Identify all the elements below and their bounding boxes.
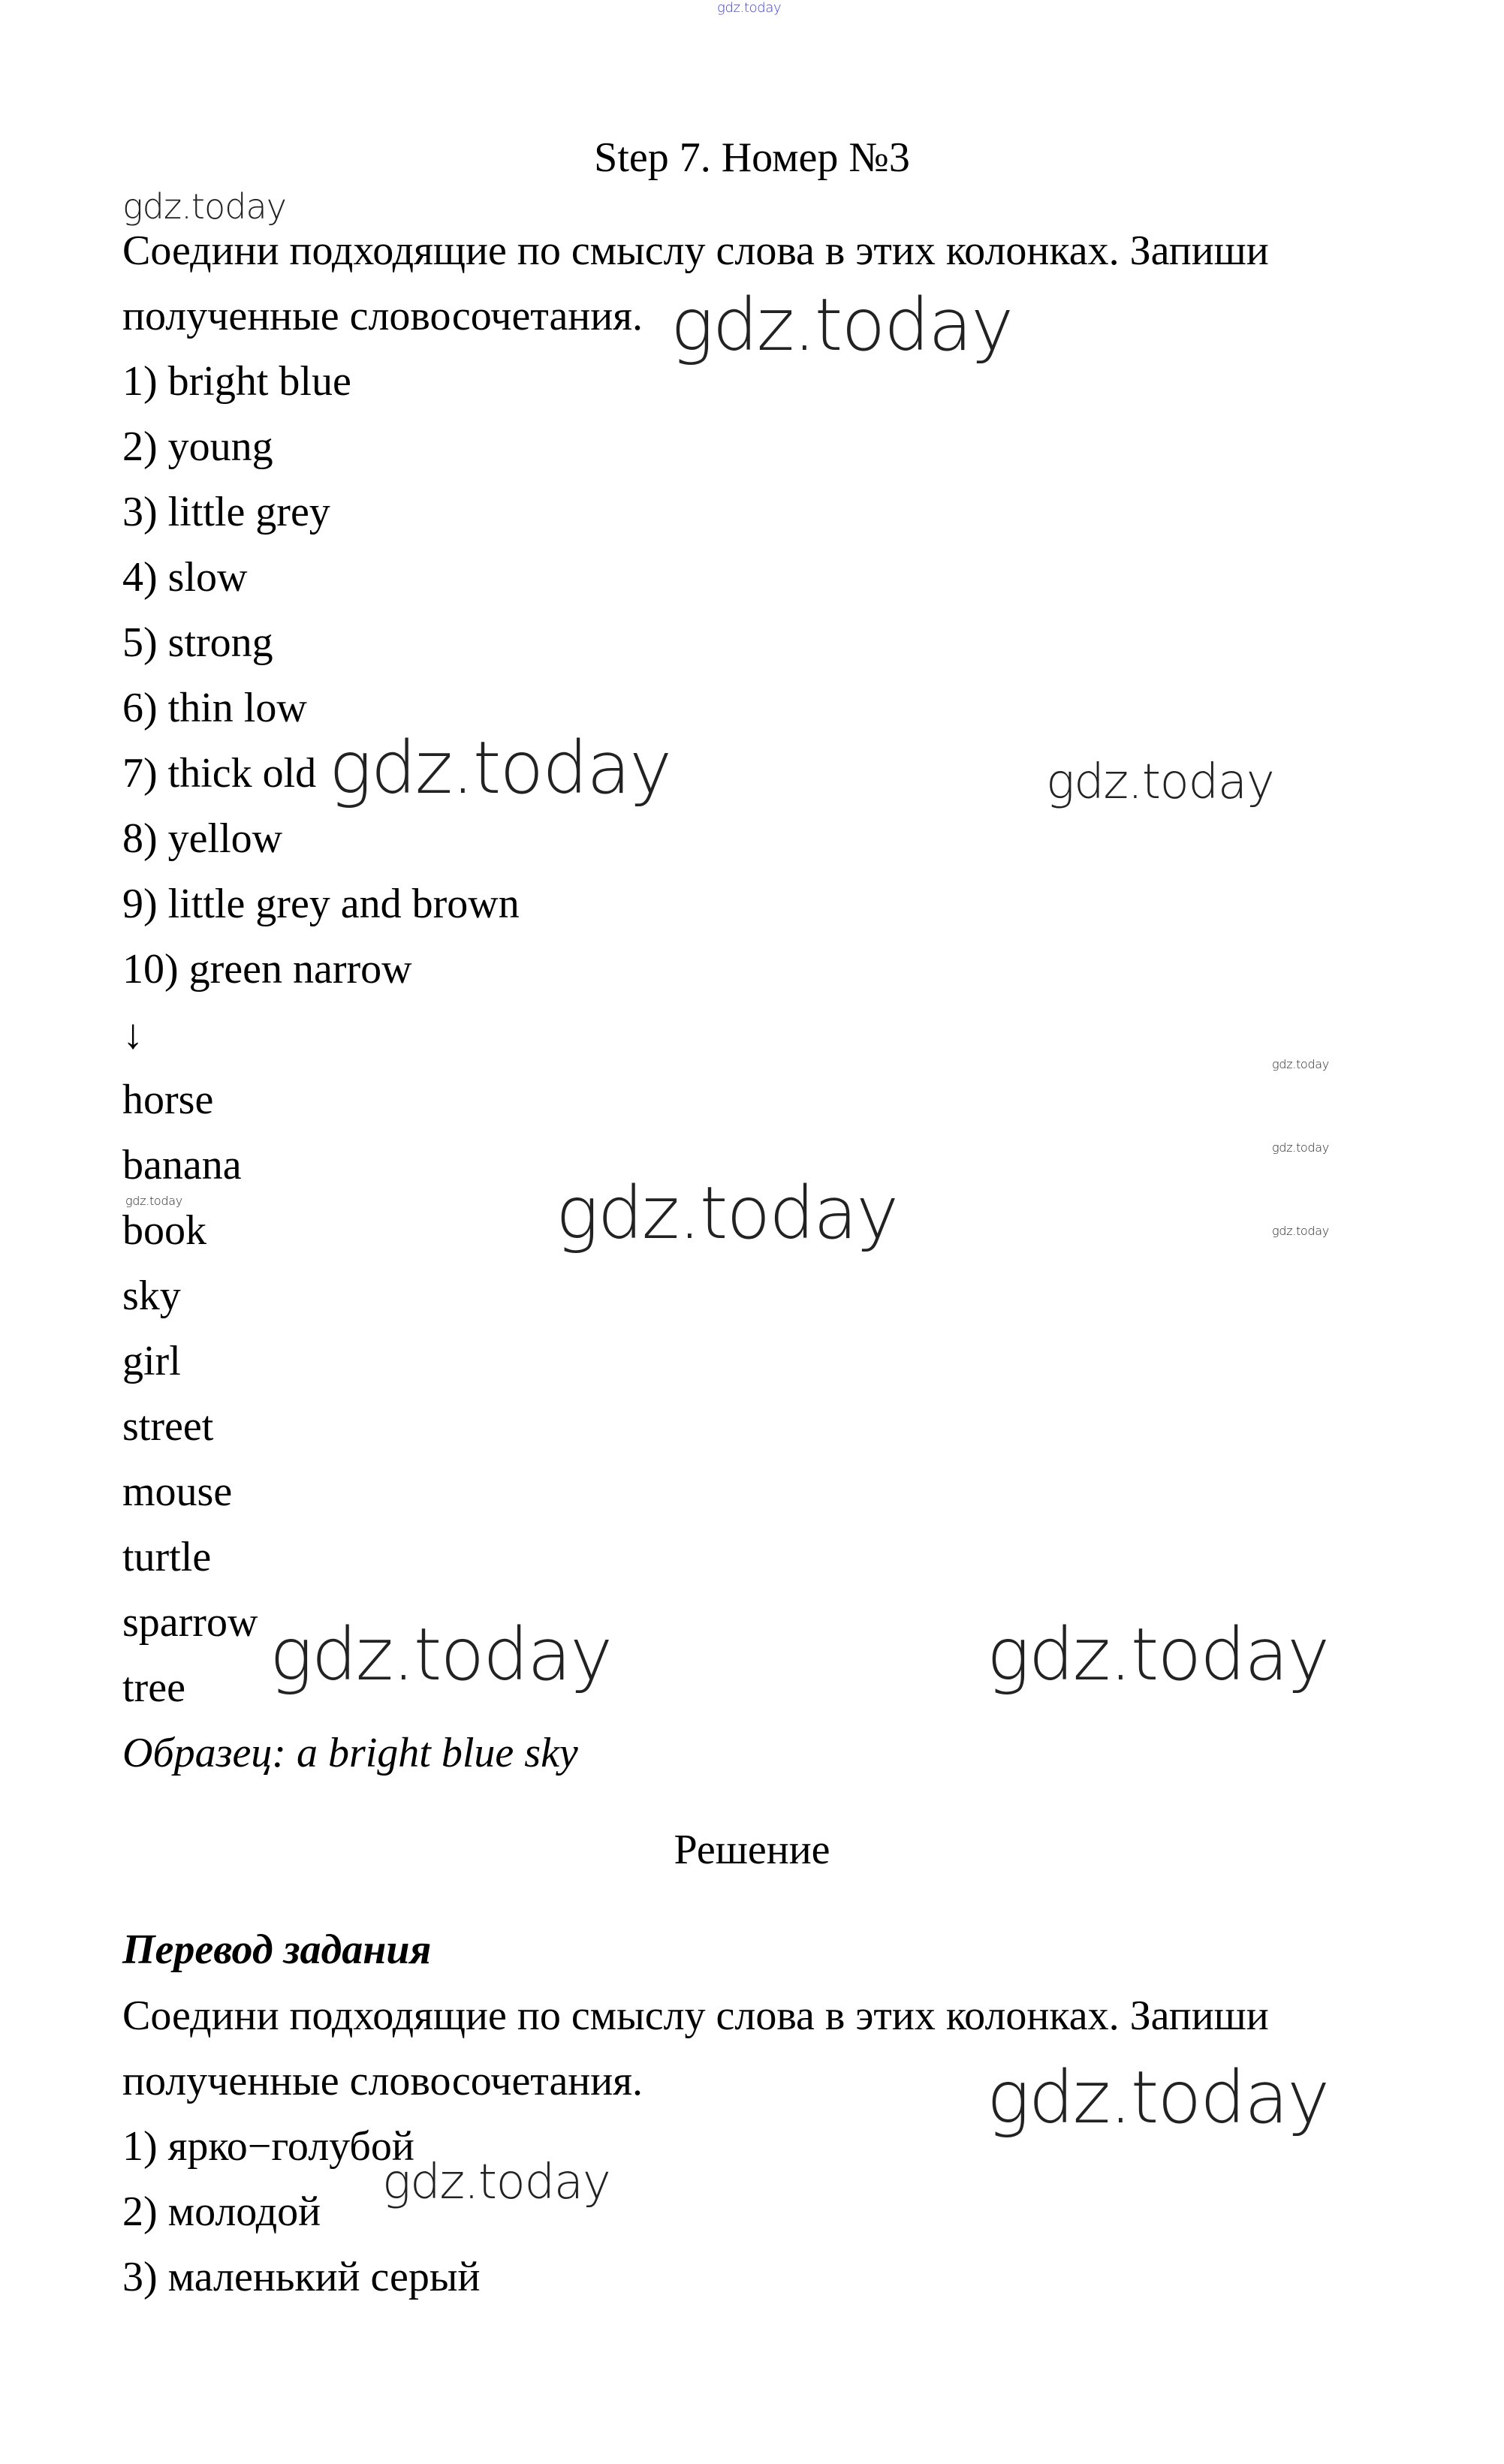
watermark: gdz.today — [1272, 1057, 1329, 1071]
noun-item: street — [122, 1403, 214, 1450]
noun-item: banana — [122, 1142, 242, 1188]
instruction-line: полученные словосочетания. — [122, 293, 643, 339]
watermark: gdz.today — [1046, 755, 1275, 810]
watermark: gdz.today — [125, 1194, 182, 1208]
noun-item: tree — [122, 1664, 185, 1711]
watermark: gdz.today — [1272, 1140, 1329, 1155]
watermark: gdz.today — [1272, 1224, 1329, 1238]
adjective-item: 4) slow — [122, 554, 248, 601]
noun-item: turtle — [122, 1534, 212, 1580]
watermark: gdz.today — [556, 1171, 899, 1255]
adjective-item: 7) thick old — [122, 750, 317, 797]
translation-heading: Перевод задания — [122, 1926, 432, 1973]
adjective-item: 5) strong — [122, 619, 273, 666]
adjective-item: 6) thin low — [122, 685, 307, 731]
instruction-line: Соедини подходящие по смыслу слова в эти… — [122, 227, 1269, 274]
watermark: gdz.today — [270, 1613, 613, 1697]
noun-item: horse — [122, 1077, 214, 1123]
adjective-item: 10) green narrow — [122, 946, 412, 993]
instruction-line: Соедини подходящие по смыслу слова в эти… — [122, 1993, 1269, 2039]
example-text: Образец: a bright blue sky — [122, 1730, 578, 1776]
noun-item: sparrow — [122, 1599, 258, 1646]
adjective-item: 9) little grey and brown — [122, 881, 520, 927]
noun-item: girl — [122, 1338, 181, 1384]
watermark: gdz.today — [329, 726, 672, 810]
page-title: Step 7. Номер №3 — [594, 134, 910, 181]
watermark: gdz.today — [122, 186, 287, 227]
adjective-item: 3) little grey — [122, 489, 330, 535]
solution-heading: Решение — [674, 1827, 830, 1873]
arrow-down-icon: ↓ — [122, 1011, 143, 1058]
watermark: gdz.today — [671, 283, 1014, 367]
adjective-item: 1) bright blue — [122, 358, 351, 405]
adjective-item: 2) young — [122, 423, 273, 470]
noun-item: mouse — [122, 1468, 233, 1515]
watermark: gdz.today — [382, 2155, 611, 2210]
translation-item: 2) молодой — [122, 2188, 321, 2235]
translation-body: Соедини подходящие по смыслу слова в эти… — [122, 1984, 1269, 2310]
noun-item: sky — [122, 1273, 181, 1319]
watermark: gdz.today — [717, 0, 782, 16]
watermark: gdz.today — [987, 1613, 1330, 1697]
instruction-line: полученные словосочетания. — [122, 2058, 643, 2104]
translation-item: 1) ярко−голубой — [122, 2123, 414, 2170]
adjective-item: 8) yellow — [122, 815, 283, 862]
task-body: Соедини подходящие по смыслу слова в эти… — [122, 218, 1269, 1786]
translation-item: 3) маленький серый — [122, 2254, 481, 2300]
noun-item: book — [122, 1207, 206, 1254]
watermark: gdz.today — [987, 2056, 1330, 2140]
